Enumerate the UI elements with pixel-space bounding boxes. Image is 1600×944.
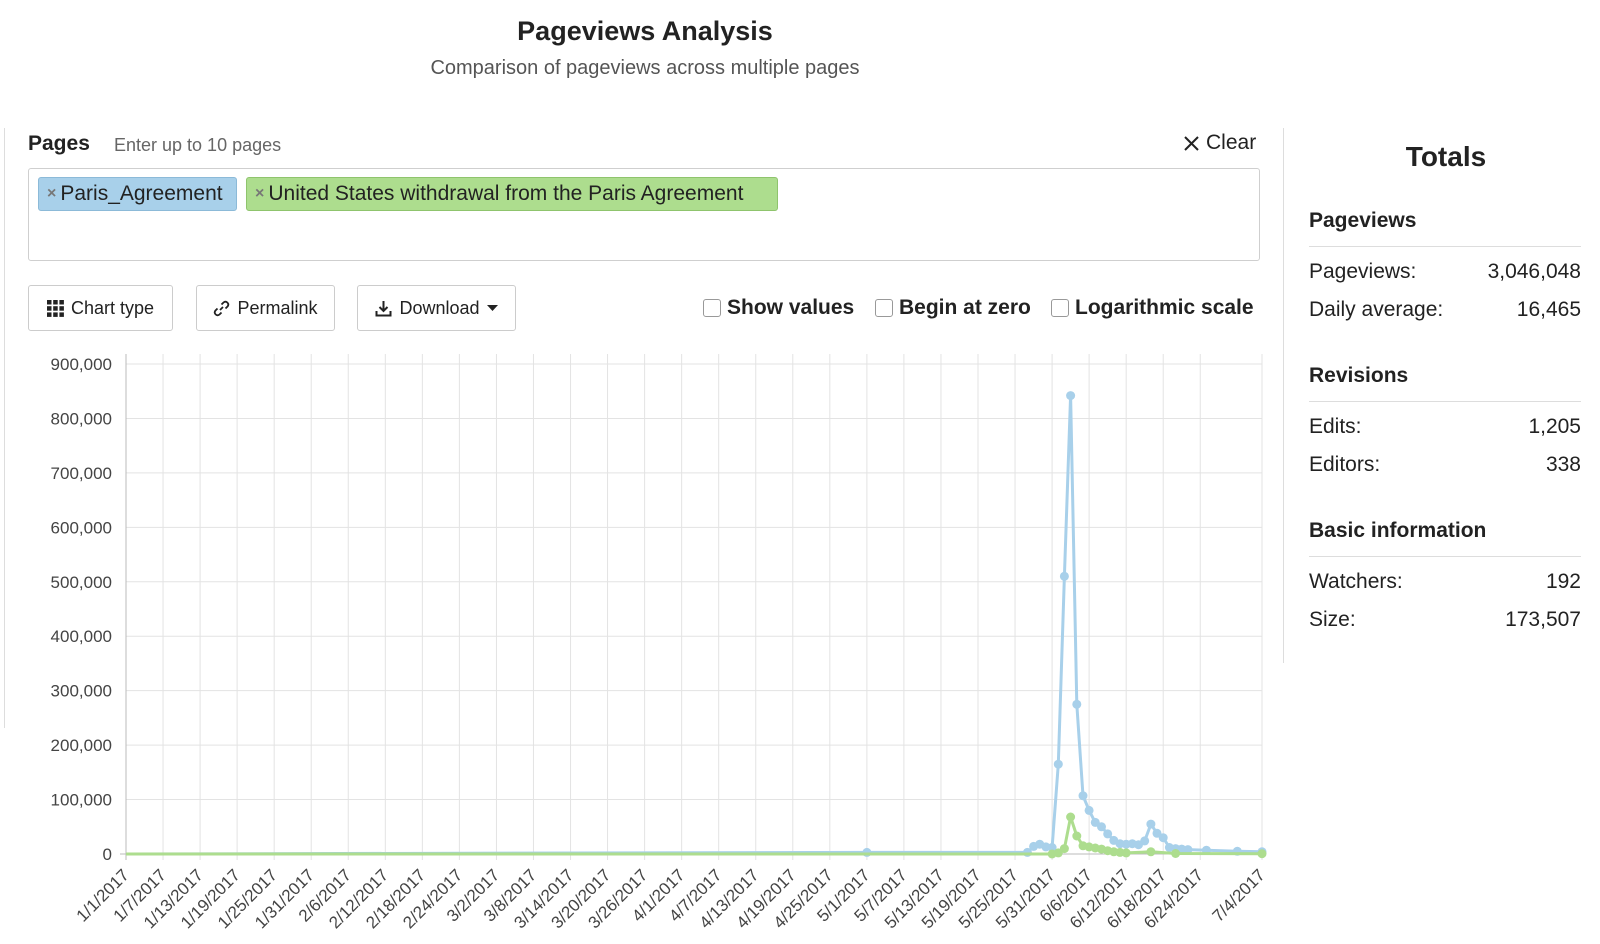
- pageviews-section-title: Pageviews: [1309, 209, 1417, 232]
- data-point: [1103, 829, 1113, 839]
- data-point: [1171, 849, 1181, 858]
- checkbox-box[interactable]: [1051, 299, 1069, 317]
- daily-average-row: Daily average: 16,465: [1309, 298, 1581, 322]
- download-label: Download: [399, 297, 480, 318]
- size-row: Size: 173,507: [1309, 608, 1581, 632]
- pages-input[interactable]: × Paris_Agreement × United States withdr…: [28, 168, 1260, 261]
- stat-value: 16,465: [1516, 298, 1581, 321]
- page-tag-us-withdrawal: × United States withdrawal from the Pari…: [246, 177, 778, 211]
- show-values-label: Show values: [727, 296, 855, 319]
- x-tick-label: 7/4/2017: [1209, 865, 1269, 925]
- data-point: [1047, 843, 1057, 852]
- remove-tag-icon[interactable]: ×: [47, 185, 57, 202]
- grid-icon: [46, 299, 64, 317]
- page-tag-label: United States withdrawal from the Paris …: [268, 182, 744, 205]
- data-point: [1072, 831, 1082, 841]
- y-tick-label: 300,000: [51, 682, 112, 701]
- clear-button[interactable]: Clear: [1183, 131, 1256, 155]
- data-point: [1066, 391, 1076, 401]
- stat-label: Editors:: [1309, 453, 1381, 476]
- y-tick-label: 600,000: [51, 518, 112, 537]
- page-tag-label: Paris_Agreement: [60, 182, 223, 205]
- stat-value: 173,507: [1505, 608, 1581, 631]
- download-icon: [375, 300, 392, 316]
- data-point: [1158, 833, 1168, 843]
- checkbox-box[interactable]: [703, 299, 721, 317]
- basic-info-section-title: Basic information: [1309, 519, 1487, 542]
- editors-row: Editors: 338: [1309, 453, 1581, 477]
- permalink-button[interactable]: Permalink: [196, 285, 335, 331]
- permalink-label: Permalink: [237, 297, 318, 318]
- download-button[interactable]: Download: [357, 285, 516, 331]
- caret-down-icon: [486, 304, 498, 311]
- checkbox-box[interactable]: [875, 299, 893, 317]
- y-tick-label: 700,000: [51, 464, 112, 483]
- data-point: [1084, 805, 1094, 815]
- right-divider: [1283, 128, 1284, 663]
- data-point: [1072, 699, 1082, 709]
- data-point: [1066, 812, 1076, 822]
- data-point: [1059, 844, 1069, 854]
- stat-label: Daily average:: [1309, 298, 1444, 321]
- stat-label: Pageviews:: [1309, 260, 1417, 283]
- stat-label: Edits:: [1309, 415, 1362, 438]
- page-title: Pageviews Analysis: [517, 16, 773, 46]
- totals-title: Totals: [1405, 141, 1487, 172]
- data-point: [862, 847, 872, 857]
- stat-value: 338: [1545, 453, 1581, 476]
- stat-value: 192: [1545, 570, 1581, 593]
- left-divider: [4, 128, 5, 728]
- remove-tag-icon[interactable]: ×: [255, 185, 265, 202]
- show-values-checkbox[interactable]: Show values: [703, 296, 854, 320]
- y-tick-label: 500,000: [51, 573, 112, 592]
- clear-label: Clear: [1206, 131, 1257, 154]
- data-point: [1121, 848, 1131, 858]
- pages-hint: Enter up to 10 pages: [114, 135, 282, 155]
- chart-type-button[interactable]: Chart type: [28, 285, 173, 331]
- data-point: [1140, 836, 1150, 846]
- section-divider: [1309, 246, 1581, 247]
- y-tick-label: 200,000: [51, 736, 112, 755]
- begin-at-zero-label: Begin at zero: [899, 296, 1031, 319]
- y-tick-label: 800,000: [51, 409, 112, 428]
- data-point: [1059, 571, 1069, 581]
- log-scale-label: Logarithmic scale: [1075, 296, 1254, 319]
- y-tick-label: 900,000: [51, 355, 112, 374]
- section-divider: [1309, 401, 1581, 402]
- begin-at-zero-checkbox[interactable]: Begin at zero: [875, 296, 1031, 320]
- data-point: [1146, 847, 1156, 857]
- chart-type-label: Chart type: [70, 297, 155, 318]
- pages-label: Pages: [28, 132, 90, 155]
- data-point: [1257, 849, 1267, 859]
- edits-row: Edits: 1,205: [1309, 415, 1581, 439]
- y-tick-label: 100,000: [51, 791, 112, 810]
- watchers-row: Watchers: 192: [1309, 570, 1581, 594]
- data-point: [1078, 791, 1088, 801]
- data-point: [1097, 822, 1106, 832]
- data-point: [1146, 819, 1156, 829]
- pageviews-chart[interactable]: 0 100,000 200,000 300,000 400,000 500,000 600,…: [0, 345, 1280, 944]
- page-tag-paris-agreement: × Paris_Agreement: [38, 177, 237, 211]
- pageviews-row: Pageviews: 3,046,048: [1309, 260, 1581, 284]
- link-icon: [214, 300, 230, 316]
- stat-value: 1,205: [1528, 415, 1581, 438]
- data-point: [1053, 759, 1063, 769]
- stat-label: Size:: [1309, 608, 1356, 631]
- stat-value: 3,046,048: [1487, 260, 1581, 283]
- page-subtitle: Comparison of pageviews across multiple …: [430, 57, 860, 79]
- stat-label: Watchers:: [1309, 570, 1403, 593]
- close-icon: [1184, 135, 1199, 151]
- data-point: [1183, 845, 1193, 855]
- section-divider: [1309, 556, 1581, 557]
- revisions-section-title: Revisions: [1309, 364, 1409, 387]
- y-tick-label: 400,000: [51, 627, 112, 646]
- log-scale-checkbox[interactable]: Logarithmic scale: [1051, 296, 1254, 320]
- series-line: [125, 394, 1263, 856]
- y-tick-label: 0: [103, 845, 112, 864]
